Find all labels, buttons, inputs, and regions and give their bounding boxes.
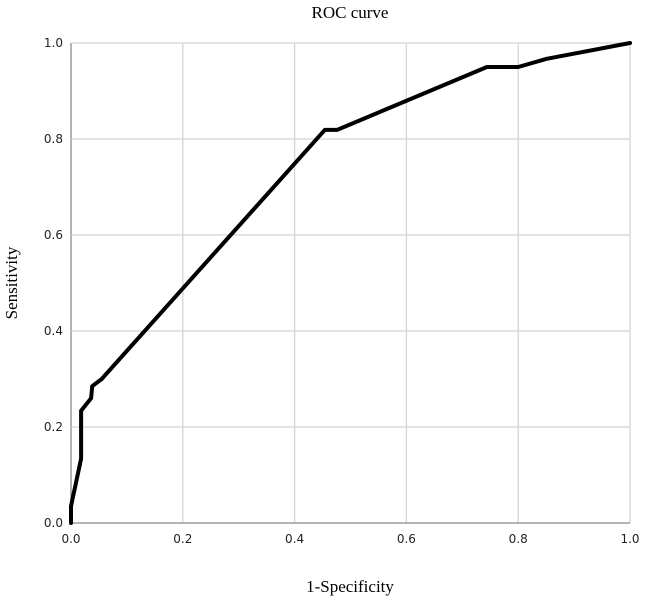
y-tick-label: 1.0 (44, 36, 63, 50)
x-axis-label: 1-Specificity (306, 577, 394, 596)
x-tick-label: 0.8 (509, 532, 528, 546)
x-tick-label: 0.6 (397, 532, 416, 546)
y-axis-label: Sensitivity (2, 246, 21, 319)
y-tick-label: 0.4 (44, 324, 63, 338)
x-tick-label: 1.0 (620, 532, 639, 546)
x-tick-label: 0.0 (61, 532, 80, 546)
chart-title: ROC curve (312, 3, 389, 22)
x-tick-label: 0.4 (285, 532, 304, 546)
y-tick-label: 0.6 (44, 228, 63, 242)
y-tick-label: 0.2 (44, 420, 63, 434)
roc-curve-line (69, 41, 632, 525)
x-tick-label: 0.2 (173, 532, 192, 546)
y-tick-label: 0.8 (44, 132, 63, 146)
y-tick-label: 0.0 (44, 516, 63, 530)
